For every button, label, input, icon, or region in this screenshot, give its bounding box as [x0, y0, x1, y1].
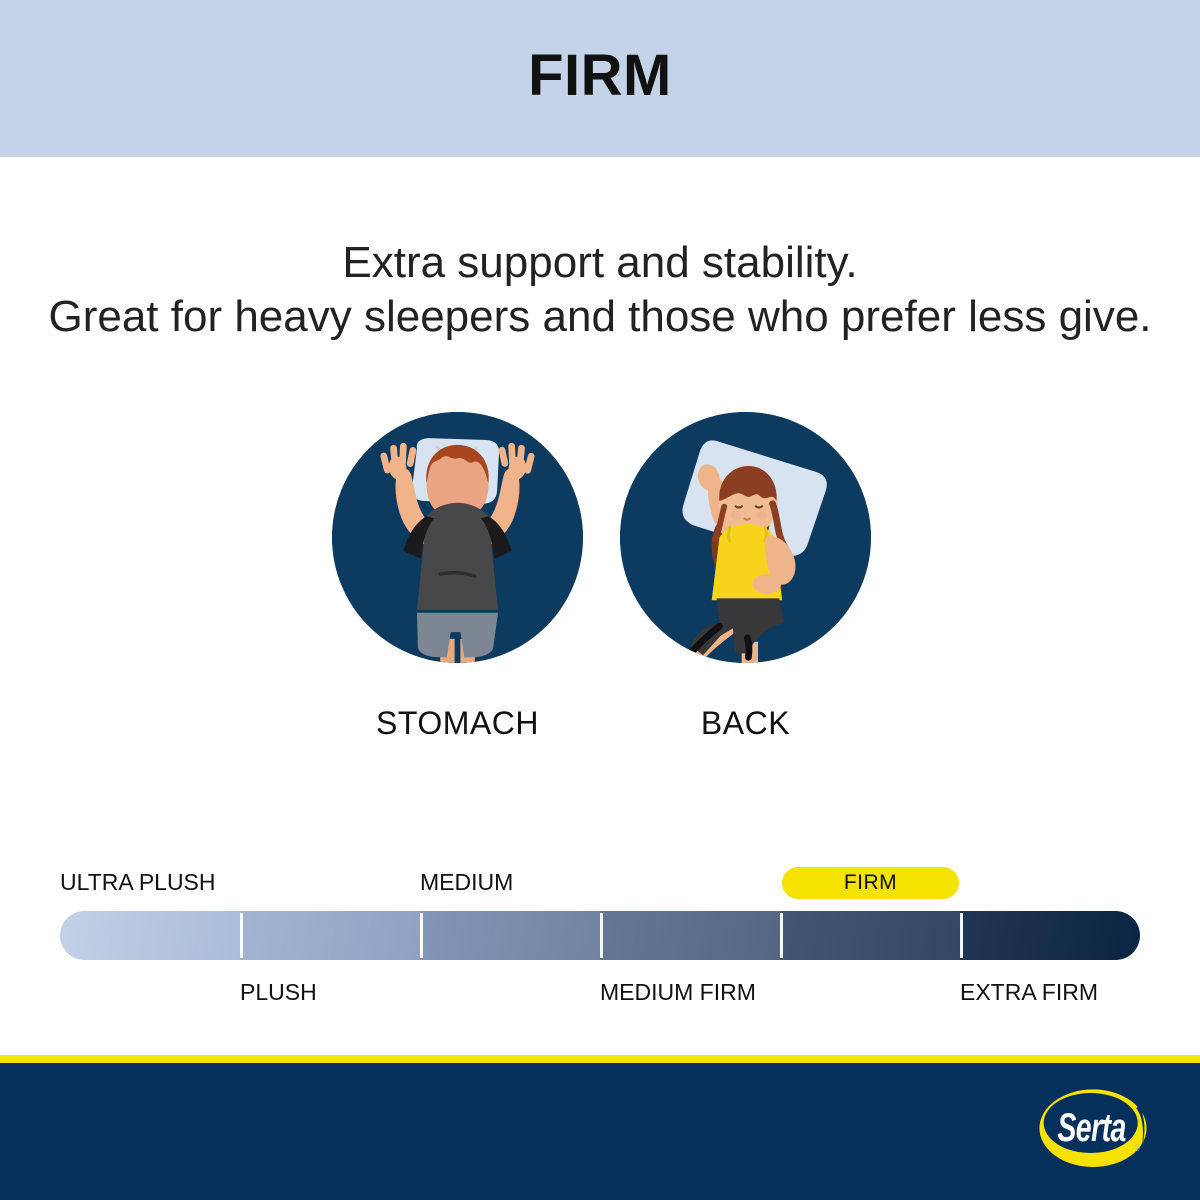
- svg-text:Serta: Serta: [1057, 1106, 1126, 1150]
